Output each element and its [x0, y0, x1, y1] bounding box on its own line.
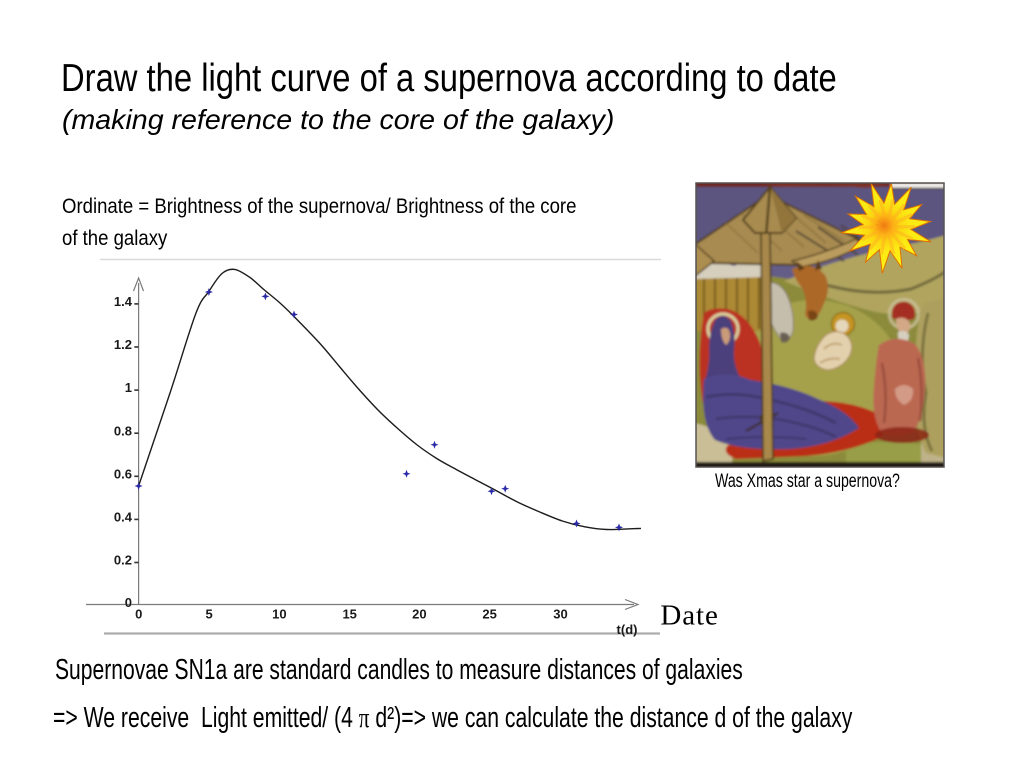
svg-text:0: 0 [135, 607, 142, 622]
svg-text:1.4: 1.4 [114, 294, 133, 309]
svg-text:5: 5 [205, 607, 212, 622]
svg-text:Date: Date [660, 599, 718, 631]
svg-text:20: 20 [412, 607, 426, 622]
svg-text:0: 0 [125, 595, 132, 610]
svg-text:10: 10 [272, 607, 286, 622]
svg-text:25: 25 [482, 607, 496, 622]
svg-text:0.4: 0.4 [114, 510, 133, 525]
svg-text:1.2: 1.2 [114, 337, 132, 352]
svg-text:0.2: 0.2 [114, 553, 132, 568]
svg-text:15: 15 [342, 607, 356, 622]
svg-text:30: 30 [553, 607, 567, 622]
svg-text:t(d): t(d) [617, 622, 638, 637]
svg-text:0.8: 0.8 [114, 423, 132, 438]
svg-text:0.6: 0.6 [114, 466, 132, 481]
svg-text:1: 1 [125, 380, 132, 395]
